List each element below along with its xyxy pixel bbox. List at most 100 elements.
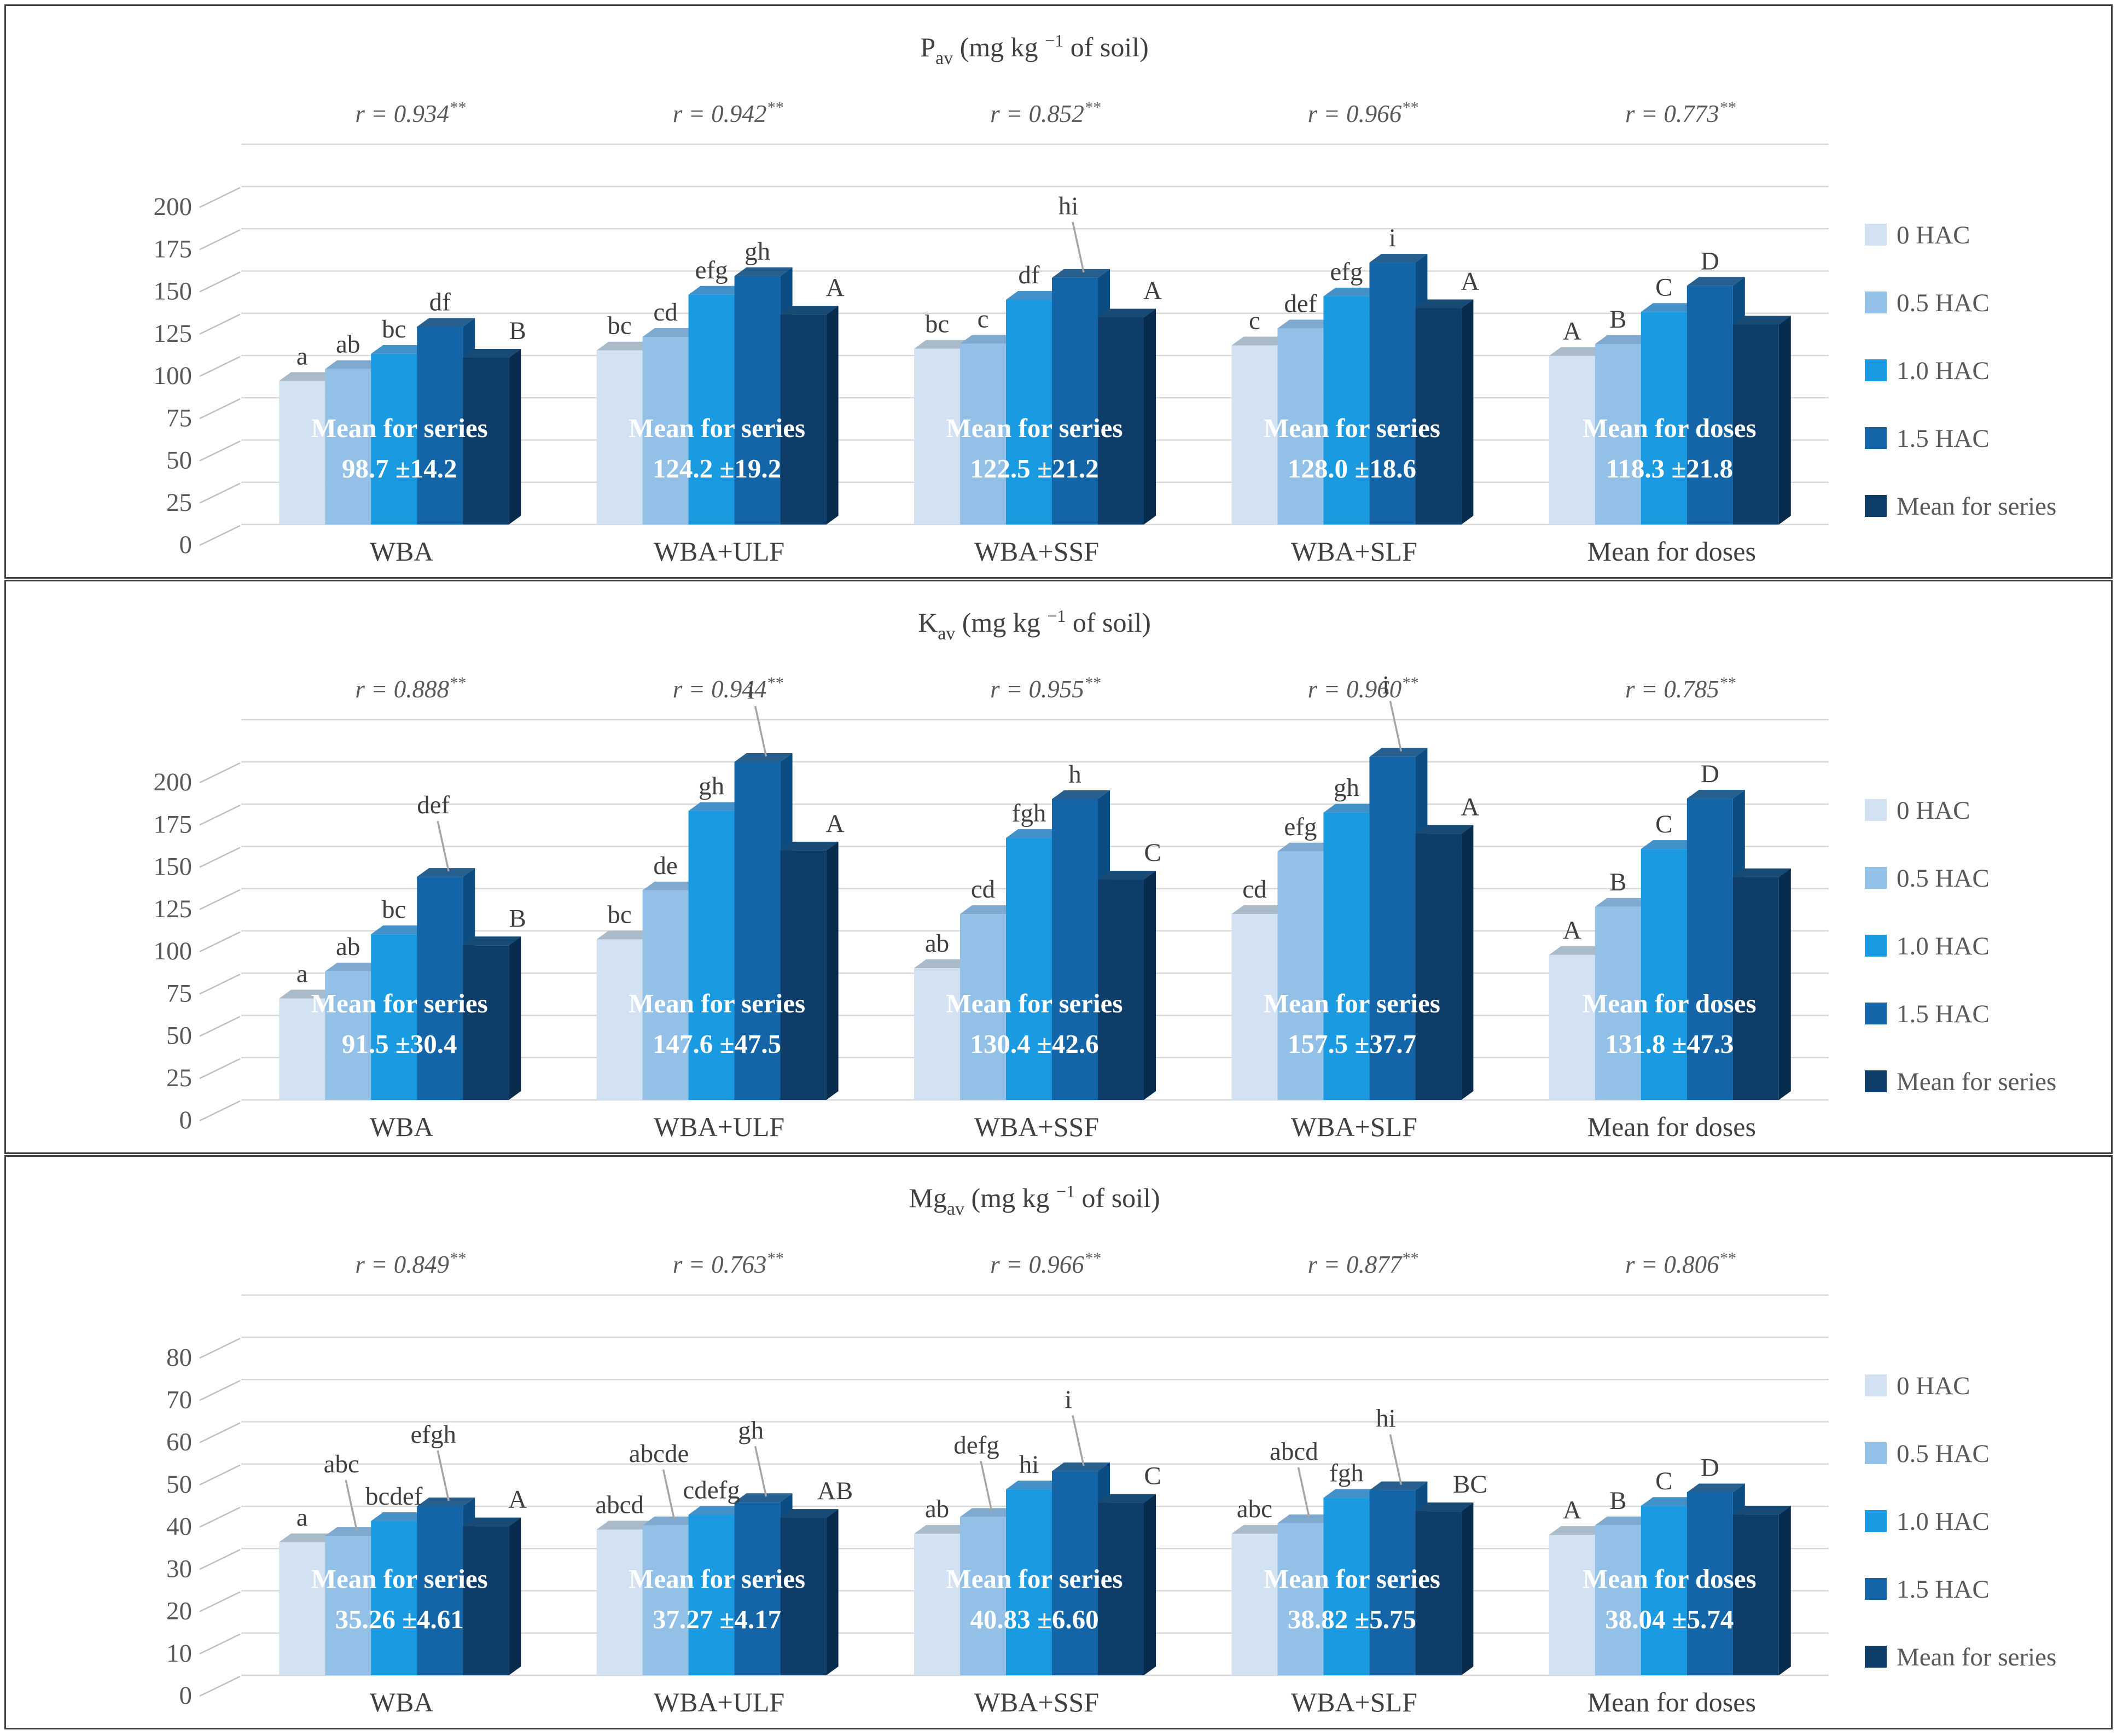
bar-front-face	[1369, 756, 1416, 1100]
axis-diagonal	[199, 1058, 241, 1079]
significance-label: hi	[1376, 1405, 1396, 1433]
bar-front-face	[371, 353, 417, 525]
r-value-label: r = 0.806**	[1625, 1249, 1736, 1278]
axis-diagonal	[199, 1591, 241, 1612]
bar-front-face	[1052, 277, 1098, 525]
bar-side-face	[826, 841, 839, 1100]
legend-swatch	[1865, 495, 1887, 517]
bar-top-face	[1277, 1514, 1336, 1523]
bar-front-face	[596, 1529, 643, 1675]
significance-label: A	[1143, 276, 1162, 305]
bar-mean-for-series-wba	[463, 936, 521, 1100]
category-label: WBA+SSF	[974, 1687, 1099, 1717]
legend-item-1-0-hac: 1.0 HAC	[1865, 932, 1990, 960]
bar-side-face	[1778, 1506, 1791, 1675]
legend-item-mean-for-series: Mean for series	[1865, 492, 2056, 521]
bar-top-face	[960, 905, 1018, 914]
legend-item-1-0-hac: 1.0 HAC	[1865, 1507, 1990, 1536]
significance-label: C	[1144, 1462, 1161, 1490]
significance-label: A	[1461, 793, 1479, 821]
bar-top-face	[688, 286, 747, 295]
bar-side-face	[1778, 868, 1791, 1100]
y-tick-label: 125	[154, 319, 193, 348]
bar-top-face	[325, 963, 383, 972]
legend-item-0-5-hac: 0.5 HAC	[1865, 864, 1990, 893]
bar-front-face	[1052, 799, 1098, 1100]
category-label: WBA+SSF	[974, 536, 1099, 567]
significance-label: D	[1701, 760, 1719, 788]
legend-item-mean-for-series: Mean for series	[1865, 1068, 2056, 1096]
axis-diagonal	[199, 1633, 241, 1655]
category-label: WBA	[370, 536, 434, 567]
bar-front-face	[688, 294, 735, 525]
bar-top-face	[371, 1512, 429, 1522]
mean-annotation-value: 130.4 ±42.6	[970, 1029, 1098, 1059]
bar-top-face	[1686, 1483, 1745, 1493]
leader-line	[437, 820, 450, 872]
legend-swatch	[1865, 799, 1887, 821]
bar-front-face	[688, 1514, 735, 1675]
panel-kav: 0 25 50 75 100 125 150 175 200 Kav (mg kg −1 of s…	[4, 580, 2113, 1154]
significance-label: abcde	[629, 1440, 689, 1468]
bar-front-face	[325, 369, 371, 525]
r-value-label: r = 0.763**	[673, 1249, 783, 1278]
bar-front-face	[1732, 1514, 1779, 1675]
mean-annotation-title: Mean for series	[629, 1564, 805, 1594]
bar-side-face	[1144, 871, 1156, 1100]
mean-annotation-title: Mean for series	[311, 413, 488, 443]
mean-annotation-value: 35.26 ±4.61	[335, 1604, 464, 1634]
bar-front-face	[1686, 286, 1733, 525]
bar-front-face	[642, 1525, 689, 1675]
significance-label: efg	[1330, 258, 1363, 286]
significance-label: bc	[925, 310, 949, 339]
bar-top-face	[734, 1493, 793, 1502]
bar-front-face	[1415, 834, 1462, 1100]
bar-front-face	[1098, 317, 1144, 525]
bar-group-mean-for-doses: r = 0.773** A B C D Mean for doses 118.3 ±21.8…	[1549, 98, 1791, 567]
y-tick-label: 40	[166, 1512, 192, 1541]
significance-label: abcd	[1270, 1437, 1318, 1466]
bar-front-face	[279, 998, 325, 1100]
bar-front-face	[1686, 1492, 1733, 1675]
y-tick-label: 20	[166, 1597, 192, 1626]
r-value-label: r = 0.955**	[990, 674, 1101, 703]
bar-top-face	[1415, 825, 1474, 834]
bar-front-face	[1323, 812, 1370, 1100]
legend-item-mean-for-series: Mean for series	[1865, 1643, 2056, 1671]
significance-label: C	[1655, 1467, 1672, 1495]
bar-top-face	[642, 1516, 701, 1525]
bar-top-face	[279, 372, 338, 381]
bar-mean-for-series-wba-ulf	[780, 1509, 839, 1675]
bar-mean-for-series-wba	[463, 1517, 521, 1675]
bar-top-face	[1732, 1506, 1791, 1515]
significance-label: gh	[745, 237, 770, 266]
leader-line	[754, 706, 767, 757]
bar-front-face	[960, 1517, 1006, 1675]
significance-label: abc	[1237, 1495, 1272, 1523]
y-tick-label: 60	[166, 1428, 192, 1457]
chart-title: Pav (mg kg −1 of soil)	[920, 31, 1149, 68]
bar-group-mean-for-doses: r = 0.785** AB C D Mean for doses 131.8 ±47.3…	[1549, 674, 1791, 1142]
legend-label: 0.5 HAC	[1897, 864, 1990, 893]
significance-label: A	[508, 1485, 527, 1514]
bar-front-face	[1098, 1502, 1144, 1675]
bar-top-face	[734, 267, 793, 276]
category-label: WBA+ULF	[654, 1111, 784, 1142]
bar-front-face	[1641, 1506, 1687, 1675]
mean-annotation-value: 118.3 ±21.8	[1606, 453, 1733, 483]
significance-label: fgh	[1012, 799, 1046, 828]
bar-front-face	[1323, 1498, 1370, 1675]
bar-top-face	[1323, 803, 1382, 813]
axis-diagonal	[199, 1100, 241, 1122]
bar-side-face	[1461, 299, 1474, 525]
y-tick-label: 200	[154, 768, 193, 796]
significance-label: gh	[699, 772, 724, 801]
legend-label: Mean for series	[1897, 1643, 2056, 1671]
axis-diagonal	[199, 974, 241, 995]
y-tick-label: 30	[166, 1554, 192, 1583]
mean-annotation-title: Mean for series	[311, 988, 488, 1018]
